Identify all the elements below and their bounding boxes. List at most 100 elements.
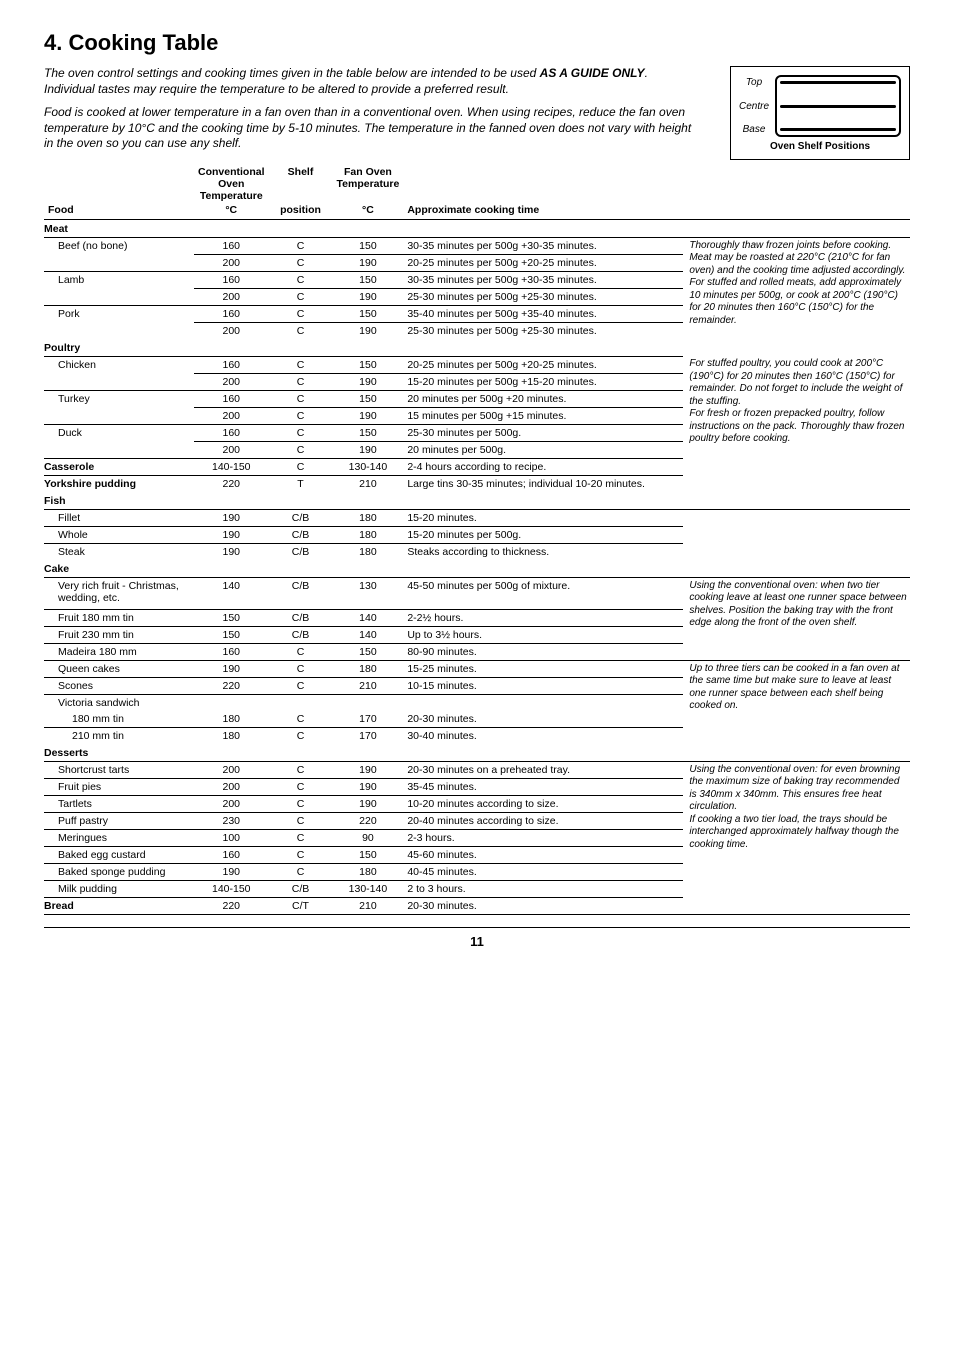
cell: 190 (333, 407, 404, 424)
cell: 180 mm tin (44, 711, 194, 728)
cell: 180 (333, 509, 404, 526)
cell: 10-20 minutes according to size. (403, 795, 683, 812)
section-fish: Fish (44, 492, 910, 510)
cell: 130 (333, 577, 404, 609)
hdr-approx: Approximate cooking time (403, 202, 683, 220)
cell: 15-25 minutes. (403, 660, 683, 677)
cell: 2-2½ hours. (403, 609, 683, 626)
intro-p1b: AS A GUIDE ONLY (540, 66, 645, 80)
cell: 35-40 minutes per 500g +35-40 minutes. (403, 305, 683, 322)
cell: 160 (194, 271, 269, 288)
notes-poultry: For stuffed poultry, you could cook at 2… (683, 356, 910, 475)
cell: Milk pudding (44, 880, 194, 897)
cell: C (269, 254, 333, 271)
cell: 180 (333, 660, 404, 677)
cell: 150 (333, 356, 404, 373)
cell: Madeira 180 mm (44, 643, 194, 660)
cell: 15 minutes per 500g +15 minutes. (403, 407, 683, 424)
cell: 190 (333, 288, 404, 305)
cell: 190 (194, 863, 269, 880)
cell: 20-30 minutes. (403, 897, 683, 914)
cell: 190 (194, 660, 269, 677)
notes-desserts: Using the conventional oven: for even br… (683, 761, 910, 897)
cell: 140-150 (194, 458, 269, 475)
cell: Steak (44, 543, 194, 560)
cell: C (269, 373, 333, 390)
cell: 40-45 minutes. (403, 863, 683, 880)
cell: 20-40 minutes according to size. (403, 812, 683, 829)
cell: 190 (333, 322, 404, 339)
cell: Large tins 30-35 minutes; individual 10-… (403, 475, 910, 492)
cell: 15-20 minutes per 500g. (403, 526, 683, 543)
cell: 190 (194, 543, 269, 560)
cell: 45-50 minutes per 500g of mixture. (403, 577, 683, 609)
cell: 200 (194, 407, 269, 424)
cell: 150 (333, 271, 404, 288)
cell: 160 (194, 643, 269, 660)
cell: C (269, 812, 333, 829)
cell: 180 (194, 711, 269, 728)
cell: 140 (333, 626, 404, 643)
cell: 130-140 (333, 880, 404, 897)
table-row: Queen cakes190C18015-25 minutes. Up to t… (44, 660, 910, 677)
page-number: 11 (44, 927, 910, 949)
cell: 190 (333, 778, 404, 795)
cell: 140 (333, 609, 404, 626)
cell: 90 (333, 829, 404, 846)
cell: 80-90 minutes. (403, 643, 683, 660)
cell: Fruit 180 mm tin (44, 609, 194, 626)
cell: 160 (194, 846, 269, 863)
cell: 25-30 minutes per 500g. (403, 424, 683, 441)
cell: Up to 3½ hours. (403, 626, 683, 643)
cell: Duck (44, 424, 194, 441)
cell: Beef (no bone) (44, 237, 194, 254)
cell: 210 (333, 475, 404, 492)
cell: 150 (333, 643, 404, 660)
cell: C (269, 677, 333, 694)
cell: Scones (44, 677, 194, 694)
cell: 35-45 minutes. (403, 778, 683, 795)
cell: Pork (44, 305, 194, 322)
cell: 230 (194, 812, 269, 829)
intro-area: The oven control settings and cooking ti… (44, 66, 910, 160)
shelf-caption: Oven Shelf Positions (739, 141, 901, 152)
cell: Lamb (44, 271, 194, 288)
cell: 2-3 hours. (403, 829, 683, 846)
cell: 20 minutes per 500g +20 minutes. (403, 390, 683, 407)
notes-cake1: Using the conventional oven: when two ti… (683, 577, 910, 660)
cell: 150 (194, 609, 269, 626)
cell: 25-30 minutes per 500g +25-30 minutes. (403, 322, 683, 339)
cell: C (269, 424, 333, 441)
hdr-fan: °C (333, 202, 404, 220)
cell: 2-4 hours according to recipe. (403, 458, 683, 475)
cell: C (269, 322, 333, 339)
cell: Fruit 230 mm tin (44, 626, 194, 643)
cell: 160 (194, 356, 269, 373)
cell: C (269, 829, 333, 846)
intro-text: The oven control settings and cooking ti… (44, 66, 700, 160)
cell: 200 (194, 288, 269, 305)
cell: 15-20 minutes per 500g +15-20 minutes. (403, 373, 683, 390)
cell: Puff pastry (44, 812, 194, 829)
cell: 200 (194, 761, 269, 778)
cell: 220 (194, 897, 269, 914)
cell: 140-150 (194, 880, 269, 897)
cell: Victoria sandwich (44, 694, 194, 711)
cell: 150 (333, 846, 404, 863)
cell: Very rich fruit - Christmas, wedding, et… (44, 577, 194, 609)
cell: Whole (44, 526, 194, 543)
cell: 150 (333, 424, 404, 441)
cell: C (269, 643, 333, 660)
cell: 210 mm tin (44, 727, 194, 744)
cell: Steaks according to thickness. (403, 543, 683, 560)
cell: C (269, 407, 333, 424)
section-poultry: Poultry (44, 339, 683, 357)
cell: 45-60 minutes. (403, 846, 683, 863)
hdr-conv-super: Conventional OvenTemperature (194, 164, 269, 202)
cell: 210 (333, 677, 404, 694)
cell: C (269, 288, 333, 305)
cell: 200 (194, 373, 269, 390)
cell: 20-30 minutes. (403, 711, 683, 728)
cell: C/B (269, 543, 333, 560)
intro-p1a: The oven control settings and cooking ti… (44, 66, 540, 80)
